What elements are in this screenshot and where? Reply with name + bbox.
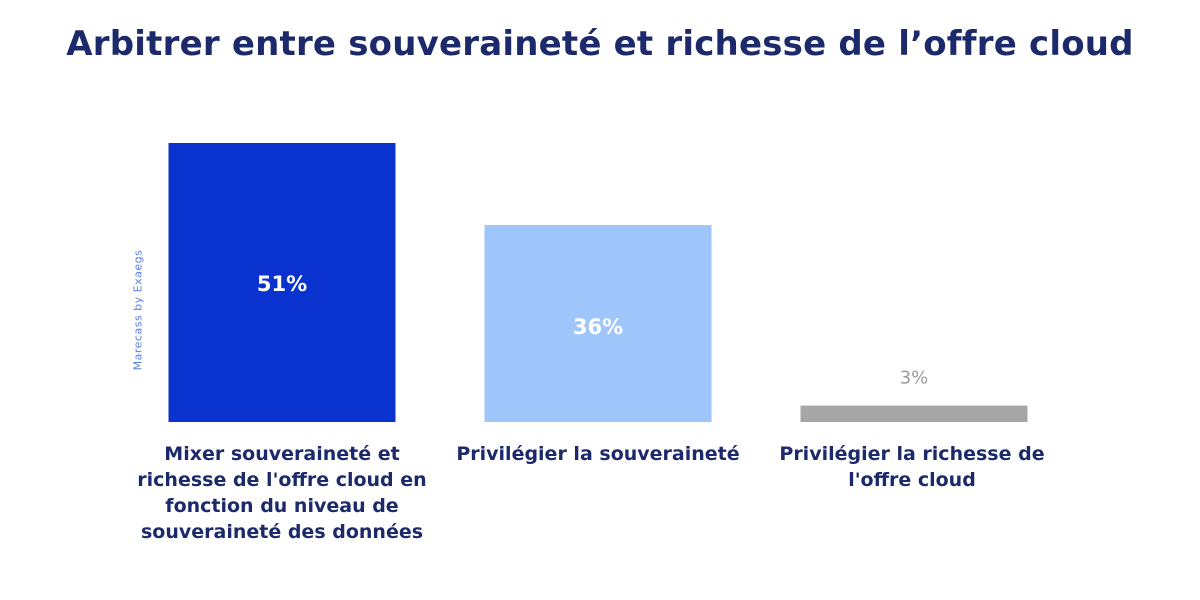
category-label-mix: Mixer souveraineté et richesse de l'offr… [137, 443, 427, 543]
value-label-mix: 51% [257, 272, 307, 296]
category-label-souverainete: Privilégier la souveraineté [456, 443, 740, 465]
chart-title: Arbitrer entre souveraineté et richesse … [66, 24, 1134, 64]
bar-mix [168, 143, 396, 422]
value-label-richesse: 3% [900, 368, 929, 389]
bar-souverainete [484, 225, 712, 422]
category-label-richesse: Privilégier la richesse de l'offre cloud [779, 443, 1045, 491]
value-label-souverainete: 36% [573, 315, 623, 339]
bar-richesse [800, 405, 1028, 422]
